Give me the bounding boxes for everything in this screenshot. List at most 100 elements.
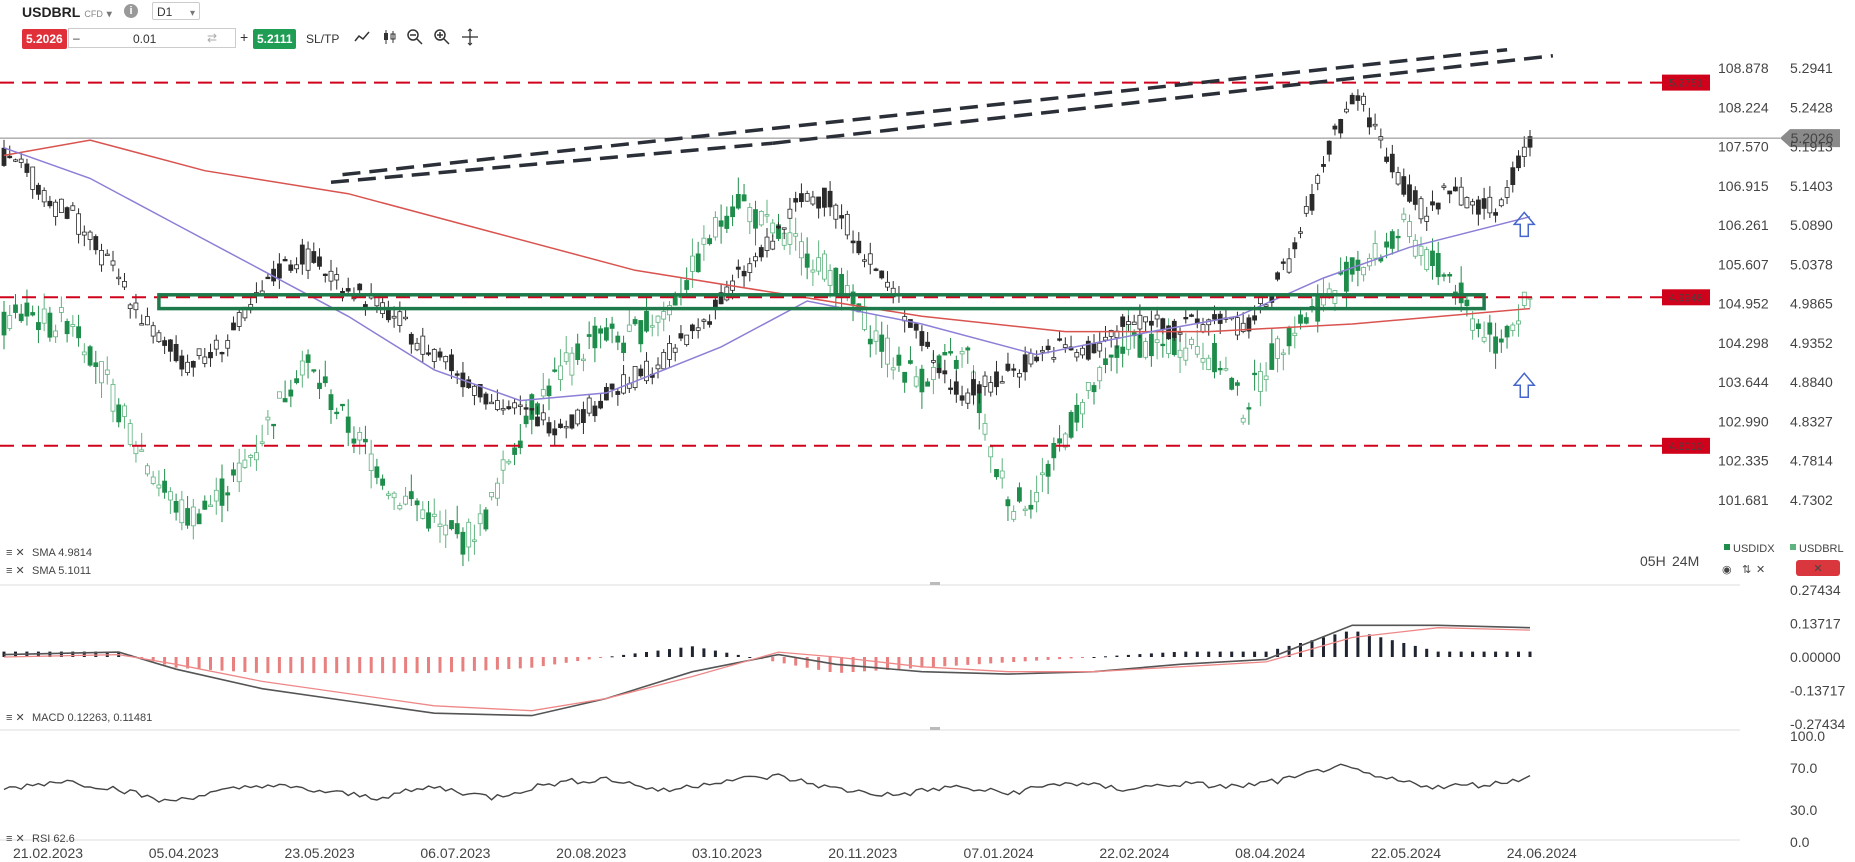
usdbrl-candle — [500, 408, 506, 411]
macd-histogram-bar — [977, 657, 981, 665]
usdidx-candle — [1189, 338, 1194, 345]
sma-red-line[interactable] — [3, 139, 1531, 333]
usdidx-candle — [575, 343, 581, 360]
time-axis-label: 23.05.2023 — [285, 845, 355, 861]
timeframe-select[interactable]: D1 ▾ — [152, 2, 200, 20]
usdbrl-candle — [1441, 185, 1447, 188]
macd-histogram-bar — [736, 654, 740, 657]
plus-icon[interactable]: + — [240, 29, 249, 45]
dashed-trendline[interactable] — [772, 54, 1554, 145]
usdidx-candle — [1470, 318, 1475, 331]
zoom-in-icon[interactable] — [433, 28, 451, 46]
usdbrl-candle — [196, 348, 202, 356]
swap-icon[interactable]: ⇄ — [207, 31, 218, 45]
usdbrl-candle — [127, 304, 133, 309]
time-axis-label: 24.06.2024 — [1507, 845, 1577, 861]
usdbrl-candle — [116, 276, 122, 280]
usdidx-candle — [408, 491, 414, 500]
panel-resize-handle[interactable] — [930, 582, 940, 585]
macd-histogram-bar — [369, 657, 373, 674]
usdbrl-candle — [517, 404, 523, 407]
macd-histogram-bar — [243, 657, 247, 672]
usdidx-candle — [7, 315, 13, 329]
usdidx-candle — [1361, 267, 1366, 276]
usdidx-candle — [460, 531, 466, 555]
usdbrl-candle — [1246, 317, 1252, 332]
usdidx-candle — [1418, 245, 1424, 256]
usdbrl-candle — [265, 276, 271, 280]
usdbrl-candle — [1286, 258, 1292, 273]
usdidx-candle — [110, 383, 116, 412]
usdidx-candle — [1097, 367, 1103, 382]
panel-resize-handle[interactable] — [930, 727, 940, 730]
usdbrl-candle — [867, 253, 873, 265]
macd-histogram-bar — [966, 657, 970, 665]
up-arrow-icon[interactable] — [1512, 211, 1536, 238]
usdbrl-candle — [59, 198, 64, 213]
quantity-value[interactable]: 0.01 — [133, 32, 157, 46]
macd-histogram-bar — [1264, 651, 1268, 657]
support-zone-rectangle[interactable] — [157, 293, 1486, 311]
usdidx-candle — [454, 523, 460, 535]
candles-icon[interactable] — [381, 28, 399, 46]
compare-remove-button[interactable] — [1796, 560, 1840, 576]
dashed-trendline[interactable] — [330, 141, 773, 184]
usdbrl-candle — [735, 266, 741, 270]
usdidx-candle — [1476, 323, 1481, 329]
usdbrl-candle — [810, 196, 816, 205]
usdidx-candle — [328, 394, 334, 411]
usdidx-candle — [1240, 417, 1246, 423]
usdbrl-candle — [1074, 352, 1080, 358]
up-arrow-icon[interactable] — [1512, 372, 1536, 398]
minus-icon[interactable]: – — [73, 31, 80, 45]
line-chart-icon[interactable] — [353, 28, 371, 46]
dashed-trendline[interactable] — [342, 47, 1508, 177]
usdidx-candle — [804, 253, 810, 268]
usdbrl-axis-tick: 4.7814 — [1790, 453, 1833, 469]
usdbrl-candle — [546, 422, 552, 434]
usdidx-candle — [173, 500, 179, 513]
macd-histogram-bar — [220, 657, 224, 671]
usdbrl-candle — [1476, 199, 1481, 215]
usdidx-candle — [443, 524, 449, 536]
zoom-out-icon[interactable] — [406, 28, 424, 46]
usdidx-candle — [741, 194, 747, 202]
usdidx-candle — [816, 257, 821, 272]
buy-button[interactable]: 5.2111 — [253, 29, 297, 49]
macd-histogram-bar — [151, 657, 155, 662]
last-price-label: 5.2026 — [1791, 130, 1834, 146]
sma-purple-line[interactable] — [3, 147, 1531, 402]
usdidx-candle — [248, 454, 254, 458]
quantity-stepper[interactable]: – 0.01 ⇄ — [68, 28, 236, 48]
usdidx-candle — [18, 313, 24, 322]
level-label-box — [1662, 289, 1710, 306]
info-icon[interactable]: i — [124, 4, 138, 18]
sell-button[interactable]: 5.2026 — [22, 29, 67, 49]
usdbrl-candle — [672, 347, 678, 353]
usdbrl-candle — [1183, 316, 1189, 320]
macd-histogram-bar — [633, 653, 637, 657]
usdidx-candle — [299, 360, 305, 376]
macd-histogram-bar — [1241, 651, 1245, 657]
usdidx-candle — [449, 520, 454, 530]
macd-histogram-bar — [954, 657, 958, 666]
sltp-button[interactable]: SL/TP — [306, 32, 340, 46]
usdbrl-candle — [1212, 314, 1217, 320]
usdbrl-candle — [827, 190, 833, 208]
usdidx-candle — [1269, 343, 1275, 370]
sma1-legend: SMA 4.9814 — [32, 547, 92, 559]
usdidx-candle — [632, 319, 638, 325]
macd-histogram-bar — [771, 657, 775, 662]
usdbrl-candle — [1097, 342, 1103, 352]
macd-histogram-bar — [1207, 651, 1211, 657]
usdidx-candle — [896, 354, 902, 366]
usdbrl-candle — [13, 159, 18, 162]
usdidx-candle — [1389, 231, 1395, 249]
symbol-selector[interactable]: USDBRL CFD ▾ — [22, 3, 112, 24]
usdbrl-candle — [1430, 201, 1435, 206]
crosshair-icon[interactable] — [461, 28, 479, 46]
usdbrl-candle — [741, 270, 747, 277]
usdbrl-candle — [1062, 344, 1068, 348]
usdbrl-candle — [885, 281, 890, 288]
